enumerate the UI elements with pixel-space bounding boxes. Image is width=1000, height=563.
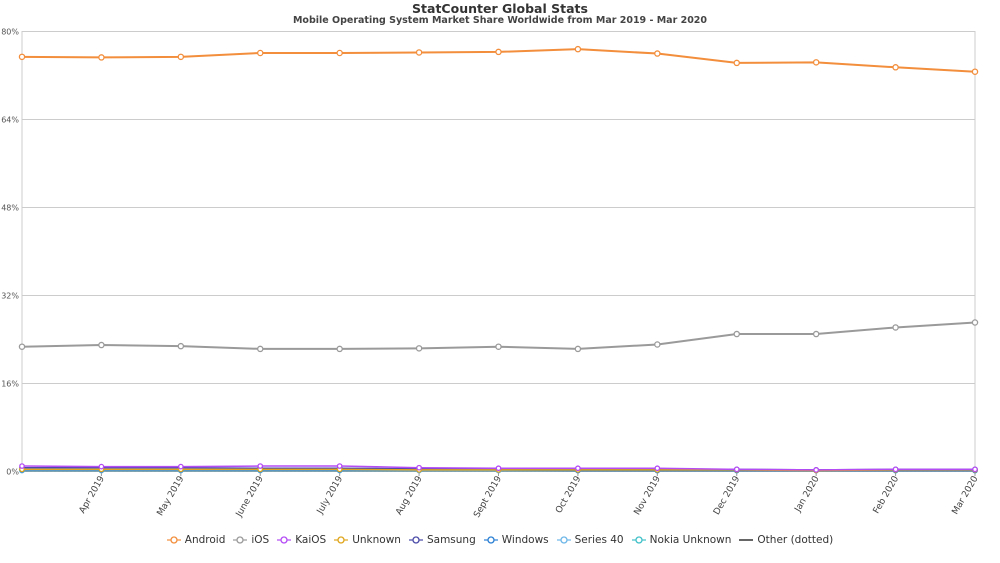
data-point xyxy=(733,59,741,67)
x-tick-label: Jan 2020 xyxy=(793,474,822,514)
x-tick-label: Feb 2020 xyxy=(872,474,902,515)
data-point xyxy=(495,465,502,472)
data-point xyxy=(336,49,343,57)
y-tick-label: 0% xyxy=(6,468,19,477)
data-point xyxy=(733,466,740,473)
chart-subtitle: Mobile Operating System Market Share Wor… xyxy=(292,15,708,26)
series-kaios xyxy=(19,463,978,473)
data-point xyxy=(177,463,184,470)
data-point xyxy=(177,53,185,61)
x-tick-label: Oct 2019 xyxy=(554,474,583,515)
legend-label: Samsung xyxy=(426,534,476,546)
data-point xyxy=(415,345,423,352)
legend-marker-icon xyxy=(739,539,754,541)
data-point xyxy=(892,324,899,331)
chart-legend: Android iOS KaiOS Unknown Samsung Windows Seri… xyxy=(0,534,1000,548)
y-tick-label: 48% xyxy=(1,204,19,213)
series-android xyxy=(18,45,979,75)
data-point xyxy=(654,341,661,348)
data-point xyxy=(575,465,581,472)
x-tick-label: Apr 2019 xyxy=(78,474,107,515)
legend-label: Android xyxy=(184,534,226,546)
data-point xyxy=(256,345,264,353)
data-point xyxy=(733,330,741,338)
grid-layer xyxy=(21,31,976,472)
y-axis-ticks: 0% 16% 32% 48% 64% 80% xyxy=(1,28,19,477)
legend-item[interactable]: Other (dotted) xyxy=(739,534,833,546)
legend-label: iOS xyxy=(251,534,270,546)
data-point xyxy=(98,54,105,61)
x-tick-label: Sept 2019 xyxy=(472,474,504,519)
legend-label: Unknown xyxy=(352,534,401,546)
series-ios xyxy=(18,319,979,353)
data-point xyxy=(336,463,343,469)
legend-item[interactable]: Nokia Unknown xyxy=(631,534,732,546)
legend-label: KaiOS xyxy=(295,534,327,546)
chart-title: StatCounter Global Stats xyxy=(412,1,588,16)
legend-item[interactable]: iOS xyxy=(233,534,269,546)
data-point xyxy=(654,465,661,472)
data-point xyxy=(19,463,25,469)
legend-label: Windows xyxy=(501,534,549,546)
data-point xyxy=(18,53,26,61)
x-tick-label: Aug 2019 xyxy=(394,474,424,517)
legend-marker-icon xyxy=(166,536,181,544)
data-point xyxy=(892,466,899,473)
data-point xyxy=(257,463,264,469)
data-point xyxy=(98,341,105,349)
data-point xyxy=(813,467,820,473)
data-point xyxy=(812,59,820,66)
y-tick-label: 16% xyxy=(1,380,19,389)
legend-marker-icon xyxy=(408,536,423,544)
x-tick-label: Mar 2020 xyxy=(951,474,981,516)
data-point xyxy=(416,464,422,471)
legend-marker-icon xyxy=(631,536,646,544)
legend-label: Other (dotted) xyxy=(757,534,834,546)
legend-label: Series 40 xyxy=(574,534,624,546)
x-tick-label: Dec 2019 xyxy=(712,474,742,517)
legend-marker-icon xyxy=(277,536,292,544)
data-point xyxy=(972,466,978,473)
legend-item[interactable]: Series 40 xyxy=(556,534,624,546)
data-point xyxy=(18,343,26,350)
data-point xyxy=(98,463,105,470)
data-point xyxy=(495,343,502,350)
x-axis-ticks: Apr 2019 May 2019 June 2019 July 2019 Aug 20… xyxy=(78,471,981,520)
data-point xyxy=(336,345,343,353)
legend-marker-icon xyxy=(483,536,498,544)
legend-marker-icon xyxy=(233,536,248,544)
legend-marker-icon xyxy=(556,536,571,544)
legend-label: Nokia Unknown xyxy=(649,534,732,546)
series-layer xyxy=(18,45,979,474)
y-tick-label: 64% xyxy=(1,116,19,125)
data-point xyxy=(971,319,979,326)
x-tick-label: June 2019 xyxy=(234,474,266,519)
legend-item[interactable]: KaiOS xyxy=(277,534,326,546)
data-point xyxy=(256,49,264,57)
data-point xyxy=(812,330,820,338)
data-point xyxy=(177,342,185,350)
legend-item[interactable]: Windows xyxy=(483,534,549,546)
x-tick-label: May 2019 xyxy=(156,474,187,518)
data-point xyxy=(495,48,502,56)
data-point xyxy=(892,64,899,71)
y-tick-label: 32% xyxy=(1,292,19,301)
data-point xyxy=(971,68,979,75)
legend-marker-icon xyxy=(334,536,349,544)
legend-item[interactable]: Unknown xyxy=(334,534,401,546)
data-point xyxy=(574,345,582,353)
line-chart: 0% 16% 32% 48% 64% 80% Apr 2019 May 2019 June 2… xyxy=(1,28,981,520)
x-tick-label: July 2019 xyxy=(315,474,345,516)
data-point xyxy=(574,45,582,53)
x-tick-label: Nov 2019 xyxy=(633,474,663,517)
y-tick-label: 80% xyxy=(1,28,19,37)
data-point xyxy=(415,49,423,56)
data-point xyxy=(654,50,661,57)
legend-item[interactable]: Android xyxy=(166,534,226,546)
legend-item[interactable]: Samsung xyxy=(408,534,476,546)
